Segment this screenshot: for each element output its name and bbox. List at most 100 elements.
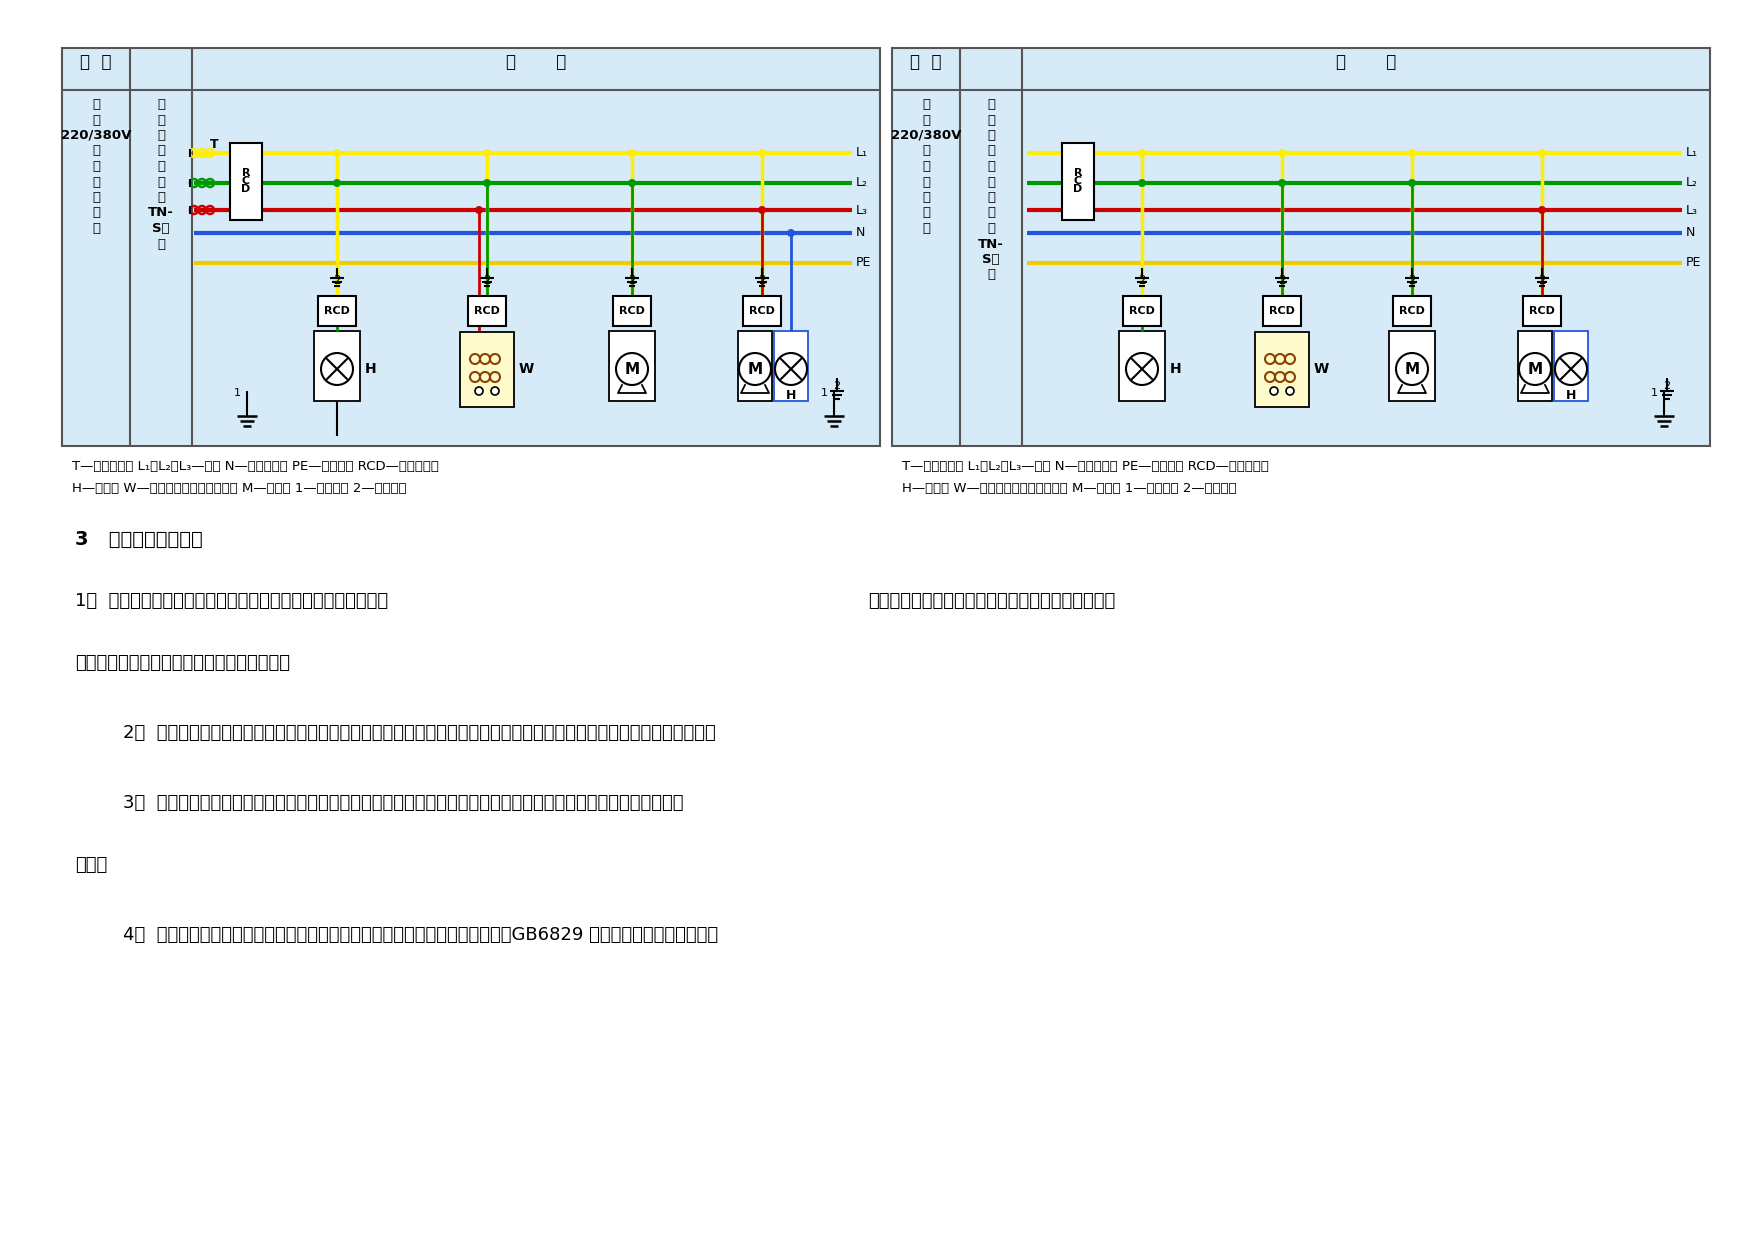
Text: T: T [210, 138, 219, 151]
Text: M: M [747, 362, 763, 377]
Text: 专: 专 [158, 98, 165, 112]
Text: 系  统: 系 统 [910, 53, 941, 71]
Text: RCD: RCD [473, 306, 500, 316]
Text: H: H [1565, 389, 1576, 402]
Circle shape [1395, 353, 1429, 384]
Circle shape [757, 149, 766, 157]
Circle shape [333, 149, 342, 157]
Bar [614, 296, 650, 326]
Text: 部: 部 [987, 222, 996, 236]
Text: 4）  漏电保护器的选择应符合现行国家标准《剩余电流动作保护器的一般要求》GB6829 和《漏电保护器安装和运行: 4） 漏电保护器的选择应符合现行国家标准《剩余电流动作保护器的一般要求》GB68… [100, 926, 719, 944]
Text: RCD: RCD [749, 306, 775, 316]
Text: 护: 护 [922, 191, 931, 205]
Text: 统: 统 [91, 222, 100, 236]
Circle shape [1269, 387, 1278, 396]
Bar [1394, 296, 1430, 326]
Circle shape [333, 179, 342, 187]
Text: S系: S系 [982, 253, 999, 267]
Text: 系: 系 [922, 207, 931, 219]
Circle shape [1537, 149, 1546, 157]
Circle shape [475, 206, 484, 215]
Text: 1: 1 [233, 388, 240, 398]
Circle shape [1278, 149, 1287, 157]
Text: 2: 2 [1537, 274, 1546, 286]
Text: N: N [855, 227, 866, 239]
Text: D: D [242, 184, 251, 193]
Circle shape [1555, 353, 1586, 384]
Circle shape [484, 179, 491, 187]
Circle shape [475, 387, 484, 396]
Text: 接       线: 接 线 [1336, 53, 1395, 71]
Text: H—照明器 W—电煊机、低压照明变压器 M—电动机 1—工作接地 2—重复接地: H—照明器 W—电煊机、低压照明变压器 M—电动机 1—工作接地 2—重复接地 [903, 482, 1236, 495]
Text: 1）  施工现场的总配电笱和开关笱至少应设置两级漏电保护器，: 1） 施工现场的总配电笱和开关笱至少应设置两级漏电保护器， [75, 591, 387, 610]
Text: 3   两级漏电保护系统: 3 两级漏电保护系统 [75, 529, 203, 549]
Text: 三: 三 [987, 98, 996, 112]
Text: TN-: TN- [147, 207, 174, 219]
Text: RCD: RCD [324, 306, 351, 316]
Text: 系  统: 系 统 [81, 53, 112, 71]
Text: RCD: RCD [1399, 306, 1425, 316]
Circle shape [321, 353, 352, 384]
Text: W: W [1315, 362, 1329, 376]
Text: 系: 系 [91, 207, 100, 219]
Text: 2: 2 [833, 381, 840, 391]
Circle shape [740, 353, 771, 384]
Text: L₁: L₁ [855, 146, 868, 160]
Text: 三: 三 [91, 98, 100, 112]
Text: 2: 2 [1408, 274, 1416, 286]
Text: H: H [365, 362, 377, 376]
Bar [1388, 331, 1436, 401]
Text: 四: 四 [987, 129, 996, 143]
Text: S系: S系 [153, 222, 170, 236]
Bar [468, 296, 507, 326]
Text: L₁: L₁ [1686, 146, 1699, 160]
Bar [1262, 296, 1301, 326]
Text: 220/380V: 220/380V [891, 129, 961, 143]
Text: 零: 零 [91, 160, 100, 174]
Text: 1: 1 [820, 388, 827, 398]
Circle shape [484, 149, 491, 157]
Text: 2）  开关笱中必须设置漏电保护器，施工现场所有的用电设备，除作零线保护外，必须在设备负荷的前端安装漏电保护器。: 2） 开关笱中必须设置漏电保护器，施工现场所有的用电设备，除作零线保护外，必须在… [100, 724, 715, 742]
Text: D: D [1073, 184, 1083, 193]
Text: 供: 供 [987, 176, 996, 188]
Text: L₂: L₂ [1686, 176, 1699, 190]
Text: 接: 接 [91, 145, 100, 157]
Circle shape [787, 229, 796, 237]
Text: C: C [1075, 176, 1082, 186]
Text: 相: 相 [91, 114, 100, 126]
Text: 保: 保 [91, 176, 100, 188]
Circle shape [628, 179, 636, 187]
Text: R: R [242, 167, 251, 179]
Text: C: C [242, 176, 251, 186]
Circle shape [1278, 179, 1287, 187]
Circle shape [1537, 206, 1546, 215]
Bar [1553, 331, 1588, 401]
Text: M: M [1527, 362, 1543, 377]
Text: 接: 接 [922, 145, 931, 157]
Text: 制: 制 [987, 160, 996, 174]
Text: 应作合理的配合，使之具有分级保护的功能。: 应作合理的配合，使之具有分级保护的功能。 [75, 653, 289, 672]
Text: T—外电变压器 L₁、L₂、L₃—相线 N—工作零线路 PE—保护零线 RCD—漏电保护器: T—外电变压器 L₁、L₂、L₃—相线 N—工作零线路 PE—保护零线 RCD—… [903, 460, 1269, 472]
Text: RCD: RCD [619, 306, 645, 316]
Text: L₃: L₃ [855, 203, 868, 217]
Text: RCD: RCD [1529, 306, 1555, 316]
Text: RCD: RCD [1129, 306, 1155, 316]
Circle shape [1287, 387, 1294, 396]
Text: L₃: L₃ [1686, 203, 1699, 217]
Text: 操作。: 操作。 [75, 856, 107, 874]
Circle shape [757, 206, 766, 215]
Text: H: H [785, 389, 796, 402]
Text: 2: 2 [759, 274, 766, 286]
Text: 电: 电 [987, 191, 996, 205]
Bar [459, 332, 514, 407]
Bar [317, 296, 356, 326]
Bar [608, 331, 656, 401]
Text: 2: 2 [1664, 381, 1671, 391]
Bar [314, 331, 359, 401]
Bar [1118, 331, 1166, 401]
Bar [1255, 332, 1309, 407]
Text: W: W [519, 362, 535, 376]
Circle shape [1408, 179, 1416, 187]
Circle shape [628, 149, 636, 157]
Text: 1: 1 [1651, 388, 1658, 398]
